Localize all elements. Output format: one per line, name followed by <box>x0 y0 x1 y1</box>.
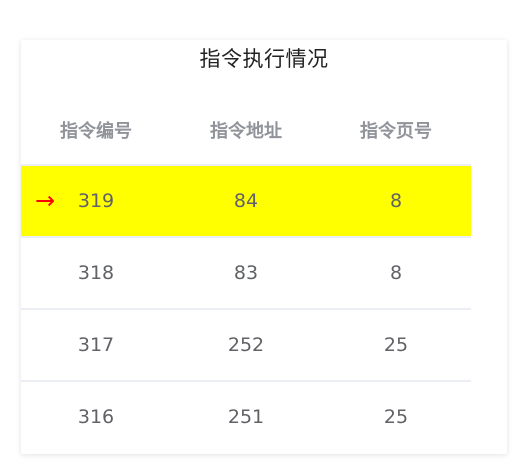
instruction-number-cell: 317 <box>21 309 171 382</box>
instruction-page-cell: 8 <box>321 165 471 238</box>
instruction-table: 指令编号 指令地址 指令页号 → 319 84 8 318 83 8 317 <box>21 96 471 452</box>
column-header-instruction-address: 指令地址 <box>171 96 321 166</box>
instruction-address-cell: 83 <box>171 237 321 310</box>
table-header-row: 指令编号 指令地址 指令页号 <box>21 96 471 166</box>
instruction-page-cell: 8 <box>321 237 471 310</box>
instruction-address-cell: 251 <box>227 406 265 428</box>
table-row[interactable]: → 319 84 8 <box>21 165 471 238</box>
instruction-number: 319 <box>77 190 115 212</box>
instruction-page-cell: 25 <box>383 406 409 428</box>
table-row[interactable]: 317 252 25 <box>21 309 471 382</box>
instruction-execution-panel: 指令执行情况 指令编号 指令地址 指令页号 → 319 84 8 <box>21 40 507 454</box>
current-arrow-icon: → <box>35 186 56 215</box>
column-header-instruction-number: 指令编号 <box>21 96 171 166</box>
instruction-address-cell: 252 <box>171 309 321 382</box>
instruction-address-cell: 84 <box>171 165 321 238</box>
column-header-instruction-page: 指令页号 <box>321 96 471 166</box>
panel-title: 指令执行情况 <box>199 47 329 71</box>
table-row[interactable]: 316 251 25 <box>21 381 471 452</box>
instruction-number-cell: → 319 <box>21 165 171 238</box>
instruction-number-cell: 316 <box>77 406 115 428</box>
table-row[interactable]: 318 83 8 <box>21 237 471 310</box>
instruction-page-cell: 25 <box>321 309 471 382</box>
instruction-number-cell: 318 <box>21 237 171 310</box>
